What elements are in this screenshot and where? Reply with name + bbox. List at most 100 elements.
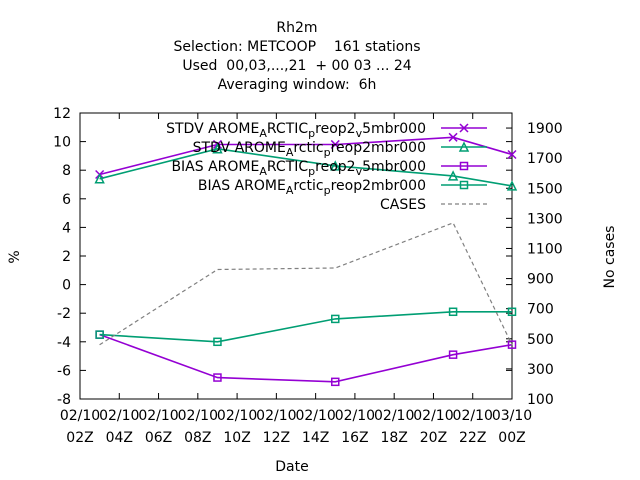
data-point: [448, 132, 458, 142]
y-tick-label: 8: [62, 163, 71, 179]
x-tick-label-hour: 04Z: [106, 430, 133, 446]
legend-label-part: reop2: [315, 121, 355, 137]
data-point: [330, 160, 341, 171]
chart-title-block: Rh2m Selection: METCOOP 161 stations Use…: [173, 20, 420, 93]
x-tick-label-date: 02/10: [256, 408, 296, 424]
series-3: [95, 307, 517, 347]
data-point: [448, 307, 458, 317]
legend-label-part: 5mbr000: [362, 121, 426, 137]
legend-label-part: 5mbr000: [362, 159, 426, 175]
legend-entry: BIAS AROMEARCTICpreop2v5mbr000: [171, 159, 487, 178]
x-tick-label-date: 02/10: [178, 408, 218, 424]
legend-label-part: reop2mbr000: [331, 140, 426, 156]
chart-title-line-2: Selection: METCOOP 161 stations: [173, 39, 420, 55]
series-line: [99, 147, 513, 187]
x-tick-label-hour: 08Z: [184, 430, 211, 446]
legend-label: CASES: [380, 197, 426, 213]
legend-entry: CASES: [380, 197, 487, 213]
chart-title-line-1: Rh2m: [276, 20, 317, 36]
x-tick-label-hour: 00Z: [498, 430, 525, 446]
data-point: [447, 170, 459, 181]
chart-title-line-4: Averaging window: 6h: [218, 77, 377, 93]
legend-label-subscript: p: [308, 165, 315, 178]
legend-label-part: CASES: [380, 197, 426, 213]
legend-label-subscript: p: [308, 127, 315, 140]
chart-title-line-3: Used 00,03,...,21 + 00 03 ... 24: [182, 58, 411, 74]
y-tick-label: 4: [62, 220, 71, 236]
data-point: [507, 307, 517, 317]
series-0: [95, 132, 517, 180]
legend-label-subscript: p: [324, 146, 331, 159]
series-1: [94, 143, 518, 191]
y2-tick-label: 1900: [527, 121, 563, 137]
data-point: [95, 330, 104, 339]
y-tick-label: -2: [57, 306, 71, 322]
x-tick-label-date: 02/10: [335, 408, 375, 424]
legend-entry: BIAS AROMEArcticpreop2mbr000: [198, 178, 487, 197]
legend-label-part: rctic: [293, 140, 323, 156]
series-4: [99, 222, 513, 346]
series-line: [99, 311, 512, 343]
legend-label: BIAS AROMEArcticpreop2mbr000: [198, 178, 426, 197]
data-point: [330, 139, 340, 149]
x-tick-label-date: 02/10: [138, 408, 178, 424]
legend-label-subscript: A: [286, 184, 294, 197]
series-line: [99, 222, 513, 346]
legend-label-subscript: v: [356, 165, 363, 178]
y2-tick-label: 300: [527, 362, 554, 378]
y-tick-label: 10: [53, 135, 71, 151]
series-layer: [94, 132, 518, 387]
data-point: [506, 180, 518, 191]
legend-entry: STDV AROMEArcticpreop2mbr000: [193, 140, 487, 159]
data-point: [507, 340, 517, 349]
y-tick-label: 6: [62, 192, 71, 208]
y2-axis-label: No cases: [602, 226, 618, 289]
legend-label-part: reop2: [315, 159, 355, 175]
y-axis-label: %: [7, 250, 23, 263]
x-tick-label-hour: 06Z: [145, 430, 172, 446]
data-point: [213, 373, 222, 382]
x-tick-label-date: 02/10: [60, 408, 100, 424]
x-tick-label-date: 02/10: [453, 408, 493, 424]
y2-tick-label: 100: [527, 392, 554, 408]
x-axis-label: Date: [275, 459, 308, 475]
legend-swatch-marker: [459, 161, 469, 171]
legend-label-subscript: A: [259, 165, 267, 178]
x-tick-label-hour: 22Z: [459, 430, 486, 446]
legend-entry: STDV AROMEARCTICpreop2v5mbr000: [166, 121, 487, 140]
legend-label-part: RCTIC: [267, 159, 308, 175]
y-tick-label: 2: [62, 249, 71, 265]
legend-label-subscript: A: [286, 146, 294, 159]
x-tick-label-date: 02/10: [99, 408, 139, 424]
legend-swatch-marker: [458, 141, 470, 152]
x-tick-label-date: 03/10: [492, 408, 532, 424]
x-tick-label-date: 02/10: [295, 408, 335, 424]
y2-tick-label: 900: [527, 272, 554, 288]
y2-tick-label: 1300: [527, 211, 563, 227]
x-tick-label-hour: 02Z: [66, 430, 93, 446]
legend-label-subscript: p: [324, 184, 331, 197]
y-tick-label: 12: [53, 106, 71, 122]
data-point: [331, 377, 340, 387]
x-tick-label-hour: 10Z: [223, 430, 250, 446]
legend-label: STDV AROMEARCTICpreop2v5mbr000: [166, 121, 426, 140]
x-tick-label-hour: 14Z: [302, 430, 329, 446]
legend-label-part: rctic: [293, 178, 323, 194]
x-tick-label-hour: 12Z: [263, 430, 290, 446]
legend-label-subscript: A: [259, 127, 267, 140]
x-tick-label-hour: 20Z: [420, 430, 447, 446]
legend-label-subscript: v: [356, 127, 363, 140]
legend-swatch-marker: [459, 180, 469, 190]
y2-tick-label: 700: [527, 302, 554, 318]
series-line: [99, 333, 513, 383]
x-tick-label-date: 02/10: [374, 408, 414, 424]
legend-label: BIAS AROMEARCTICpreop2v5mbr000: [171, 159, 426, 178]
x-tick-label-date: 02/10: [413, 408, 453, 424]
data-point: [212, 143, 223, 154]
data-point: [213, 337, 222, 347]
legend-label-part: RCTIC: [267, 121, 308, 137]
x-tick-label-date: 02/10: [217, 408, 257, 424]
